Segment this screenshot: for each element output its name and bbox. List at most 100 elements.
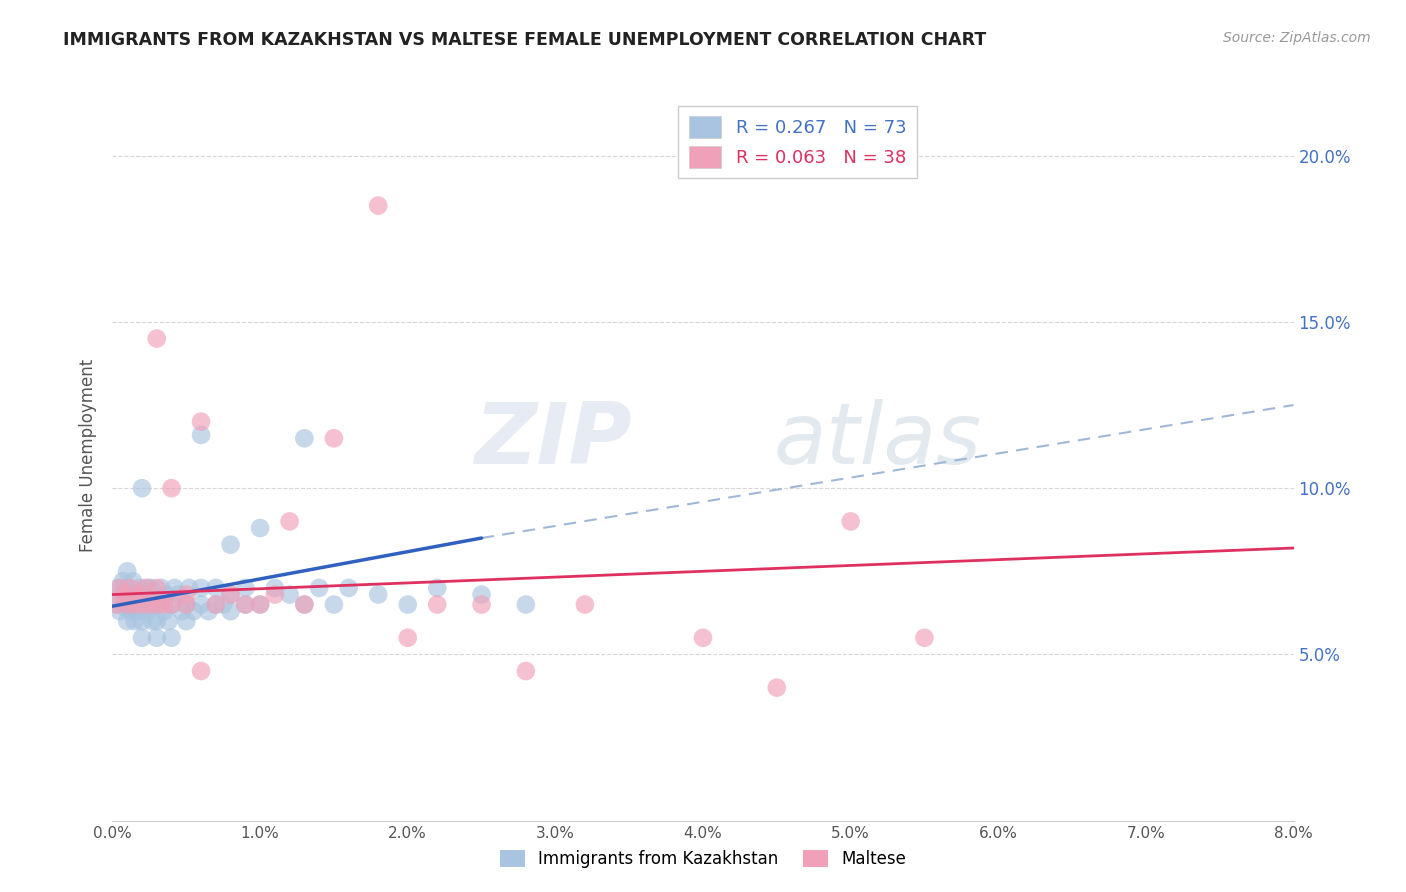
Immigrants from Kazakhstan (163, 581, 186, 595)
Immigrants from Kazakhstan (107, 581, 129, 595)
Immigrants from Kazakhstan (190, 428, 212, 442)
Maltese (765, 681, 787, 695)
Immigrants from Kazakhstan (108, 604, 131, 618)
Immigrants from Kazakhstan (160, 631, 183, 645)
Maltese (128, 588, 150, 602)
Maltese (914, 631, 936, 645)
Immigrants from Kazakhstan (157, 614, 180, 628)
Maltese (153, 598, 176, 612)
Maltese (692, 631, 714, 645)
Immigrants from Kazakhstan (219, 588, 242, 602)
Maltese (233, 598, 256, 612)
Immigrants from Kazakhstan (146, 631, 169, 645)
Immigrants from Kazakhstan (515, 598, 537, 612)
Maltese (839, 515, 862, 529)
Maltese (134, 581, 156, 595)
Immigrants from Kazakhstan (426, 581, 449, 595)
Immigrants from Kazakhstan (233, 598, 256, 612)
Immigrants from Kazakhstan (174, 614, 197, 628)
Maltese (292, 598, 315, 612)
Maltese (574, 598, 596, 612)
Immigrants from Kazakhstan (125, 588, 148, 602)
Immigrants from Kazakhstan (155, 588, 177, 602)
Immigrants from Kazakhstan (131, 598, 153, 612)
Immigrants from Kazakhstan (131, 481, 153, 495)
Immigrants from Kazakhstan (134, 588, 156, 602)
Immigrants from Kazakhstan (136, 581, 159, 595)
Immigrants from Kazakhstan (117, 614, 138, 628)
Text: Source: ZipAtlas.com: Source: ZipAtlas.com (1223, 31, 1371, 45)
Legend: Immigrants from Kazakhstan, Maltese: Immigrants from Kazakhstan, Maltese (494, 843, 912, 875)
Immigrants from Kazakhstan (122, 574, 145, 589)
Maltese (138, 598, 160, 612)
Immigrants from Kazakhstan (167, 588, 190, 602)
Maltese (426, 598, 449, 612)
Maltese (124, 598, 146, 612)
Immigrants from Kazakhstan (149, 598, 172, 612)
Immigrants from Kazakhstan (396, 598, 419, 612)
Maltese (146, 332, 169, 346)
Immigrants from Kazakhstan (174, 598, 197, 612)
Immigrants from Kazakhstan (128, 581, 150, 595)
Maltese (146, 581, 169, 595)
Immigrants from Kazakhstan (337, 581, 360, 595)
Immigrants from Kazakhstan (190, 581, 212, 595)
Maltese (146, 598, 169, 612)
Immigrants from Kazakhstan (205, 598, 228, 612)
Maltese (174, 598, 197, 612)
Immigrants from Kazakhstan (117, 581, 138, 595)
Maltese (112, 588, 135, 602)
Immigrants from Kazakhstan (138, 598, 160, 612)
Immigrants from Kazakhstan (170, 604, 193, 618)
Immigrants from Kazakhstan (292, 598, 315, 612)
Immigrants from Kazakhstan (121, 591, 143, 605)
Immigrants from Kazakhstan (179, 581, 201, 595)
Immigrants from Kazakhstan (105, 598, 128, 612)
Immigrants from Kazakhstan (471, 588, 494, 602)
Immigrants from Kazakhstan (212, 598, 235, 612)
Immigrants from Kazakhstan (308, 581, 330, 595)
Maltese (160, 481, 183, 495)
Immigrants from Kazakhstan (205, 581, 228, 595)
Immigrants from Kazakhstan (264, 581, 287, 595)
Immigrants from Kazakhstan (153, 604, 176, 618)
Maltese (323, 431, 346, 445)
Maltese (515, 664, 537, 678)
Immigrants from Kazakhstan (117, 564, 138, 578)
Immigrants from Kazakhstan (111, 574, 134, 589)
Text: IMMIGRANTS FROM KAZAKHSTAN VS MALTESE FEMALE UNEMPLOYMENT CORRELATION CHART: IMMIGRANTS FROM KAZAKHSTAN VS MALTESE FE… (63, 31, 987, 49)
Text: atlas: atlas (773, 399, 981, 482)
Immigrants from Kazakhstan (219, 604, 242, 618)
Immigrants from Kazakhstan (120, 604, 142, 618)
Immigrants from Kazakhstan (160, 598, 183, 612)
Immigrants from Kazakhstan (135, 604, 157, 618)
Maltese (105, 598, 128, 612)
Immigrants from Kazakhstan (197, 604, 219, 618)
Y-axis label: Female Unemployment: Female Unemployment (79, 359, 97, 551)
Maltese (249, 598, 271, 612)
Legend: R = 0.267   N = 73, R = 0.063   N = 38: R = 0.267 N = 73, R = 0.063 N = 38 (678, 105, 917, 178)
Immigrants from Kazakhstan (117, 598, 138, 612)
Maltese (278, 515, 301, 529)
Maltese (471, 598, 494, 612)
Immigrants from Kazakhstan (249, 521, 271, 535)
Maltese (190, 664, 212, 678)
Immigrants from Kazakhstan (131, 614, 153, 628)
Immigrants from Kazakhstan (146, 614, 169, 628)
Maltese (131, 598, 153, 612)
Maltese (108, 581, 131, 595)
Maltese (160, 598, 183, 612)
Immigrants from Kazakhstan (124, 614, 146, 628)
Immigrants from Kazakhstan (150, 581, 173, 595)
Maltese (205, 598, 228, 612)
Maltese (396, 631, 419, 645)
Immigrants from Kazakhstan (114, 600, 136, 615)
Maltese (120, 581, 142, 595)
Immigrants from Kazakhstan (367, 588, 389, 602)
Immigrants from Kazakhstan (139, 581, 162, 595)
Immigrants from Kazakhstan (129, 598, 152, 612)
Immigrants from Kazakhstan (112, 594, 135, 608)
Maltese (190, 415, 212, 429)
Maltese (264, 588, 287, 602)
Maltese (219, 588, 242, 602)
